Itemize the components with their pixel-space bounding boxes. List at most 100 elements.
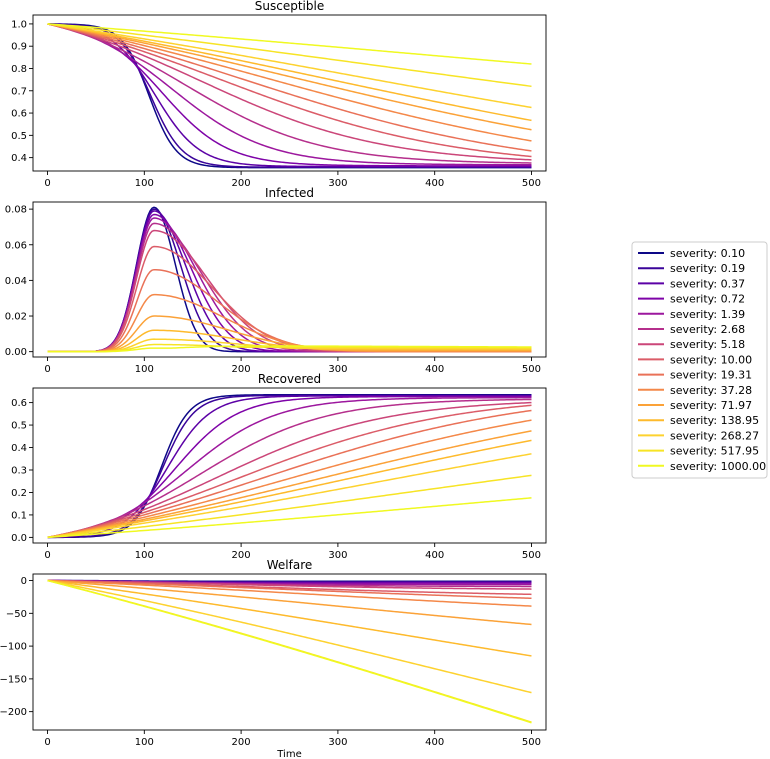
y-tick-label: −100 bbox=[0, 642, 27, 653]
x-tick-label: 500 bbox=[522, 178, 541, 189]
series-line bbox=[47, 23, 532, 109]
y-tick-label: 0.9 bbox=[11, 42, 27, 53]
y-tick-label: 0.3 bbox=[11, 465, 27, 476]
y-tick-label: 0.8 bbox=[11, 64, 27, 75]
series-line bbox=[47, 439, 532, 539]
x-tick-label: 100 bbox=[135, 178, 154, 189]
legend: severity: 0.10 severity: 0.19 severity: 0.… bbox=[631, 241, 768, 479]
legend-label: severity: 1000.00 bbox=[670, 460, 766, 473]
x-tick-label: 300 bbox=[328, 364, 347, 375]
series-line bbox=[47, 23, 532, 122]
y-tick-label: −200 bbox=[0, 707, 27, 718]
series-line bbox=[47, 23, 532, 164]
legend-label: severity: 5.18 bbox=[670, 338, 745, 351]
x-tick-label: 300 bbox=[328, 550, 347, 561]
series-line bbox=[47, 497, 532, 539]
series-line bbox=[47, 23, 532, 65]
legend-label: severity: 0.37 bbox=[670, 277, 745, 290]
x-tick-label: 100 bbox=[135, 364, 154, 375]
y-tick-label: 0.08 bbox=[5, 205, 27, 216]
series-line bbox=[47, 23, 532, 167]
x-tick-label: 0 bbox=[44, 737, 50, 748]
series-line bbox=[47, 579, 532, 626]
series-line bbox=[47, 343, 532, 353]
series-line bbox=[47, 453, 532, 539]
legend-label: severity: 1.39 bbox=[670, 308, 745, 321]
series-lines bbox=[47, 23, 532, 169]
series-line bbox=[47, 23, 532, 161]
panel-title: Susceptible bbox=[255, 0, 324, 13]
legend-label: severity: 0.10 bbox=[670, 247, 745, 260]
series-lines bbox=[47, 579, 532, 724]
series-line bbox=[47, 23, 532, 131]
series-line bbox=[47, 409, 532, 539]
x-tick-label: 100 bbox=[135, 550, 154, 561]
x-tick-label: 400 bbox=[425, 364, 444, 375]
legend-label: severity: 138.95 bbox=[670, 414, 759, 427]
series-lines bbox=[47, 206, 532, 353]
y-tick-label: 0.6 bbox=[11, 109, 27, 120]
x-tick-label: 0 bbox=[44, 364, 50, 375]
panel-title: Welfare bbox=[267, 558, 313, 572]
series-line bbox=[47, 23, 532, 142]
y-tick-label: 0.00 bbox=[5, 347, 27, 358]
series-line bbox=[47, 579, 532, 599]
panel-infected: 0 100 200 300 400 500 0.00 0.02 0.04 0.06 0.08 Infe… bbox=[5, 186, 547, 375]
y-tick-label: 0.5 bbox=[11, 421, 27, 432]
y-tick-label: 1.0 bbox=[11, 19, 27, 30]
legend-box bbox=[631, 241, 768, 479]
series-line bbox=[47, 579, 532, 724]
y-tick-label: 0.0 bbox=[11, 533, 27, 544]
x-tick-label: 500 bbox=[522, 364, 541, 375]
legend-label: severity: 517.95 bbox=[670, 445, 759, 458]
y-tick-label: 0.6 bbox=[11, 398, 27, 409]
legend-label: severity: 0.19 bbox=[670, 262, 745, 275]
x-tick-label: 300 bbox=[328, 737, 347, 748]
axes-frame bbox=[32, 573, 547, 731]
panel-title: Recovered bbox=[258, 372, 321, 386]
series-line bbox=[47, 345, 532, 353]
series-line bbox=[47, 245, 532, 353]
y-tick-label: 0.1 bbox=[11, 510, 27, 521]
x-tick-label: 300 bbox=[328, 178, 347, 189]
x-tick-label: 200 bbox=[232, 178, 251, 189]
x-tick-label: 400 bbox=[425, 737, 444, 748]
axes-frame bbox=[32, 14, 547, 172]
y-tick-label: 0.04 bbox=[5, 276, 27, 287]
legend-label: severity: 2.68 bbox=[670, 323, 745, 336]
series-line bbox=[47, 404, 532, 539]
series-line bbox=[47, 23, 532, 152]
series-line bbox=[47, 23, 532, 169]
x-tick-label: 100 bbox=[135, 737, 154, 748]
series-line bbox=[47, 579, 532, 657]
x-tick-label: 200 bbox=[232, 550, 251, 561]
series-line bbox=[47, 398, 532, 539]
series-line bbox=[47, 419, 532, 539]
axes-frame bbox=[32, 387, 547, 544]
series-line bbox=[47, 23, 532, 158]
x-axis-label: Time bbox=[276, 749, 301, 759]
x-tick-label: 200 bbox=[232, 737, 251, 748]
legend-label: severity: 37.28 bbox=[670, 384, 752, 397]
panels: 0 100 200 300 400 500 0.4 0.5 0.6 0.7 0.8 0.9 1.0 Sus… bbox=[0, 0, 547, 759]
legend-label: severity: 19.31 bbox=[670, 369, 752, 382]
series-lines bbox=[47, 393, 532, 539]
axes-frame bbox=[32, 201, 547, 358]
series-line bbox=[47, 229, 532, 353]
x-tick-label: 400 bbox=[425, 178, 444, 189]
panel-recovered: 0 100 200 300 400 500 0.0 0.1 0.2 0.3 0.4 0.5 0.6 Rec… bbox=[11, 372, 547, 561]
series-line bbox=[47, 396, 532, 539]
series-line bbox=[47, 23, 532, 166]
x-tick-label: 400 bbox=[425, 550, 444, 561]
y-tick-label: 0.06 bbox=[5, 240, 27, 251]
series-line bbox=[47, 268, 532, 353]
series-line bbox=[47, 401, 532, 539]
series-line bbox=[47, 338, 532, 353]
x-tick-label: 500 bbox=[522, 550, 541, 561]
panel-welfare: 0 100 200 300 400 500 0 −50 −100 −150 −200 Welfare bbox=[0, 558, 547, 748]
y-tick-label: −50 bbox=[6, 609, 27, 620]
series-line bbox=[47, 430, 532, 539]
series-line bbox=[47, 23, 532, 88]
x-tick-label: 500 bbox=[522, 737, 541, 748]
y-tick-label: 0.5 bbox=[11, 131, 27, 142]
